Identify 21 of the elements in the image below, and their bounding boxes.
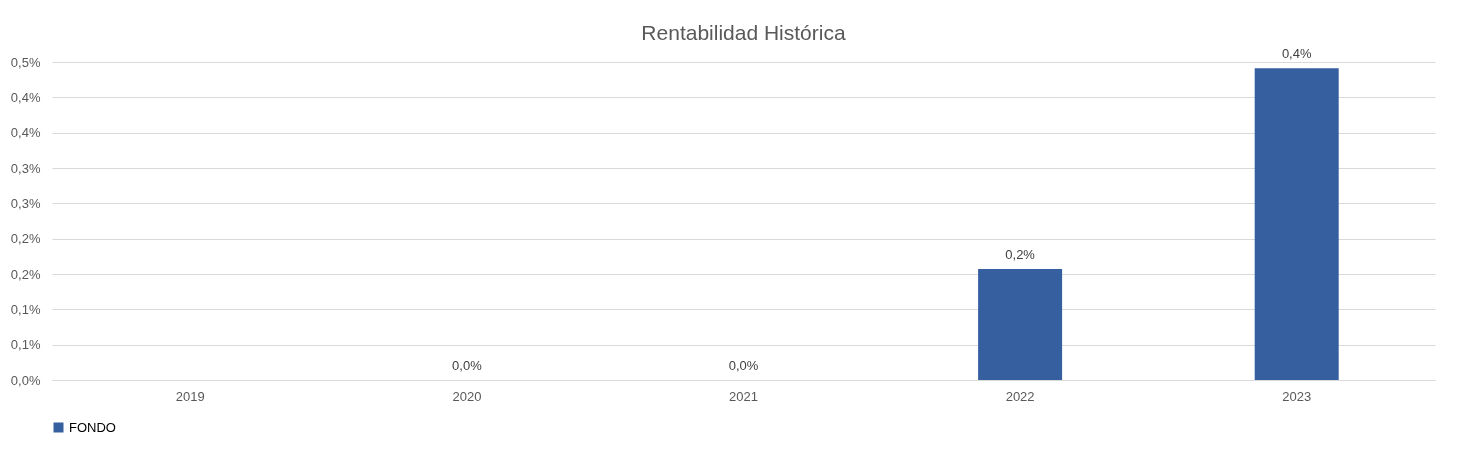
legend-label: FONDO	[69, 419, 116, 435]
x-tick-label: 2022	[1005, 388, 1035, 404]
y-tick-label: 0,3%	[10, 160, 41, 176]
x-tick-label: 2019	[175, 388, 205, 404]
data-label: 0,0%	[452, 358, 483, 373]
y-tick-label: 0,1%	[10, 301, 41, 317]
data-label: 0,2%	[1005, 247, 1036, 263]
chart-title: Rentabilidad Histórica	[641, 21, 846, 45]
y-tick-label: 0,4%	[10, 89, 41, 105]
data-label: 0,4%	[1281, 46, 1312, 62]
data-label: 0,0%	[728, 358, 759, 373]
y-tick-label: 0,0%	[10, 372, 41, 388]
x-tick-label: 2020	[452, 388, 482, 404]
y-tick-label: 0,2%	[10, 231, 41, 247]
y-tick-label: 0,1%	[10, 337, 41, 353]
y-tick-label: 0,3%	[10, 195, 41, 211]
y-tick-label: 0,2%	[10, 266, 41, 282]
x-tick-label: 2023	[1282, 388, 1312, 404]
y-tick-label: 0,5%	[10, 54, 41, 70]
x-tick-label: 2021	[729, 388, 758, 404]
y-tick-label: 0,4%	[10, 125, 41, 141]
